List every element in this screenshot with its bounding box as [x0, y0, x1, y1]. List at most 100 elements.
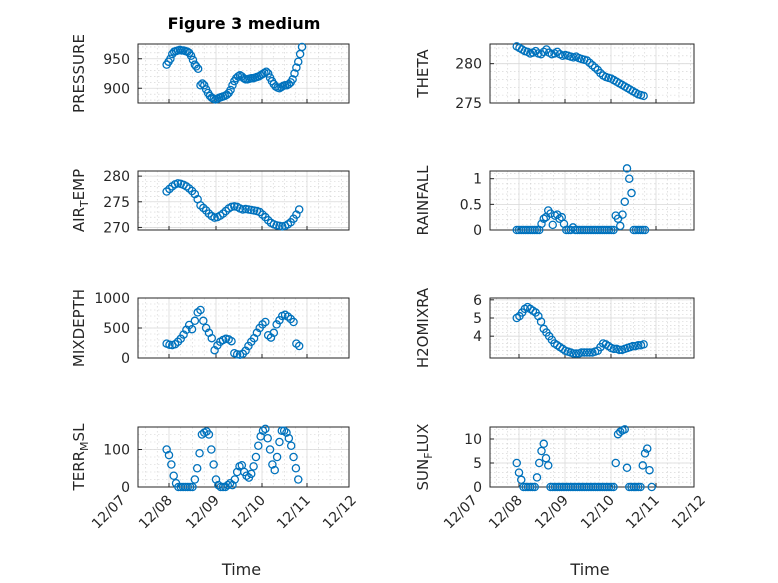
h2omixra-point: [585, 348, 594, 357]
pressure-point: [192, 62, 201, 71]
terr_msl-ytick-label: 100: [103, 443, 130, 459]
h2omixra-ylabel: H2OMIXRA: [414, 287, 432, 368]
pressure-ytick-label: 950: [103, 52, 130, 68]
terr_msl-point: [251, 452, 261, 462]
terr_msl-point: [185, 482, 195, 492]
mixdepth-point: [289, 317, 298, 327]
sun_flux-point: [616, 427, 625, 437]
pressure-point: [199, 81, 209, 90]
h2omixra-point: [571, 349, 581, 358]
sun_flux-ytick-label: 0: [473, 480, 482, 496]
terr_msl-point: [249, 462, 258, 471]
sun_flux-point: [544, 461, 553, 470]
sun_flux-plot-area: [489, 426, 695, 488]
xtick-label: 12/09: [183, 493, 223, 533]
air_temp-ylabel: AIRTEMP: [70, 169, 91, 232]
pressure-point: [226, 85, 235, 95]
air_temp-point: [221, 206, 231, 216]
pressure-point: [196, 81, 205, 90]
h2omixra-point: [639, 340, 648, 349]
terr_msl-point: [284, 433, 294, 443]
terr_msl-point: [275, 437, 284, 447]
xaxis-label: Time: [221, 560, 261, 579]
air_temp-point: [196, 201, 205, 210]
sun_flux-point: [645, 465, 654, 475]
pressure-ytick-label: 900: [103, 81, 130, 97]
terr_msl-point: [272, 452, 282, 462]
pressure-point: [260, 68, 269, 78]
air_temp-point: [162, 187, 171, 196]
mixdepth-point: [165, 340, 174, 350]
theta-axes-box: [489, 43, 695, 104]
mixdepth-point: [207, 333, 217, 343]
mixdepth-ytick-label: 0: [121, 351, 130, 367]
rainfall-point: [553, 210, 562, 219]
sun_flux-point: [620, 425, 630, 434]
h2omixra-point: [609, 344, 619, 354]
terr_msl-point: [282, 428, 291, 437]
theta-ylabel: THETA: [414, 49, 432, 99]
terr_msl-point: [162, 445, 171, 454]
sun_flux-point: [622, 463, 632, 473]
theta-point: [582, 56, 592, 65]
h2omixra-ytick-label: 6: [473, 293, 482, 309]
air_temp-ytick-label: 275: [103, 195, 130, 211]
terr_msl-point: [270, 465, 279, 475]
sun_flux-ytick-label: 5: [473, 456, 482, 472]
xaxis-label: Time: [569, 560, 609, 579]
h2omixra-point: [634, 341, 643, 350]
air_temp-ytick-label: 280: [103, 169, 130, 185]
theta-point: [536, 49, 546, 59]
rainfall-point: [618, 210, 627, 219]
air_temp-point: [165, 184, 174, 194]
panel-h2omixra: 4 5 6 H2OMIXRA: [414, 287, 695, 368]
terr_msl-ytick-label: 0: [121, 480, 130, 496]
terr_msl-point: [261, 424, 270, 434]
mixdepth-point: [227, 336, 236, 346]
rainfall-point: [627, 188, 636, 198]
xtick-label: 12/08: [486, 493, 526, 533]
xtick-label: 12/11: [623, 493, 663, 533]
sun_flux-point: [535, 458, 544, 468]
rainfall-point: [539, 214, 549, 223]
pressure-point: [292, 63, 301, 72]
panel-rainfall: 0 0.5 1 RAINFALL: [414, 164, 695, 239]
xtick-label: 12/10: [578, 493, 618, 533]
panel-sun_flux: 0 5 10 SUNFLUX 12/07 12/08 12/09 12/10 12/11 12/1…: [414, 424, 709, 579]
h2omixra-point: [569, 349, 578, 358]
terr_msl-point: [246, 469, 256, 479]
mixdepth-ytick-label: 1000: [94, 291, 130, 307]
xtick-label: 12/08: [136, 493, 176, 533]
terr_msl-point: [258, 426, 268, 435]
air_temp-point: [258, 210, 267, 219]
terr_msl-point: [209, 460, 218, 469]
sun_flux-point: [638, 461, 648, 470]
terr_msl-point: [230, 475, 240, 484]
pressure-point: [193, 64, 203, 74]
rainfall-point: [609, 225, 618, 235]
xtick-label: 12/07: [441, 493, 481, 533]
h2omixra-ytick-label: 5: [473, 311, 482, 327]
h2omixra-point: [582, 348, 592, 357]
terr_msl-point: [279, 426, 289, 435]
sun_flux-point: [512, 458, 522, 468]
terr_msl-point: [188, 482, 197, 492]
terr_msl-point: [242, 471, 251, 480]
xtick-label: 12/11: [274, 493, 314, 533]
rainfall-ytick-label: 1: [473, 172, 482, 188]
panel-air_temp: 270 275 280 AIRTEMP: [70, 169, 350, 236]
air_temp-plot-area: [137, 170, 350, 231]
mixdepth-ylabel: MIXDEPTH: [70, 289, 88, 367]
sun_flux-point: [609, 482, 618, 492]
rainfall-point: [616, 221, 625, 231]
xtick-label: 12/09: [532, 493, 572, 533]
rainfall-point: [537, 219, 546, 229]
mixdepth-point: [275, 315, 284, 325]
terr_msl-point: [207, 445, 216, 454]
mixdepth-point: [190, 316, 200, 326]
pressure-point: [166, 54, 175, 64]
terr_msl-point: [263, 433, 272, 443]
terr_msl-axes-box: [137, 426, 350, 488]
air_temp-axes-box: [137, 170, 350, 231]
